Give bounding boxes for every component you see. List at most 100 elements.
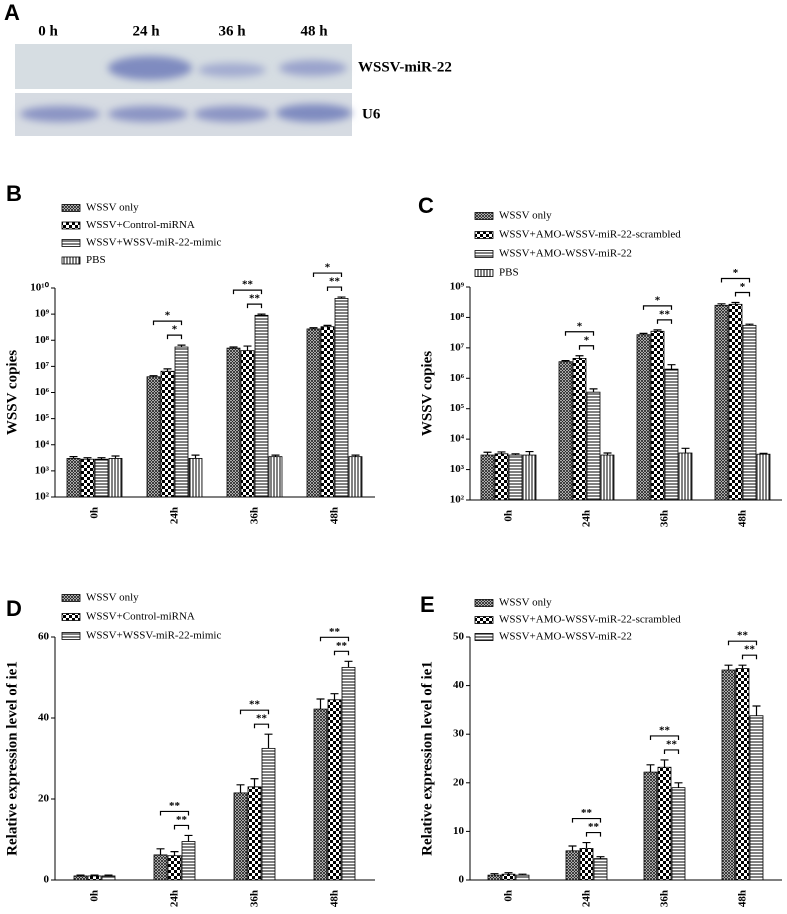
band — [279, 60, 347, 76]
significance-label: ** — [176, 814, 188, 826]
error-bar — [582, 841, 591, 849]
significance-bracket — [578, 345, 595, 350]
panel-label: E — [420, 592, 435, 617]
bar — [650, 330, 665, 501]
bar — [261, 747, 276, 881]
bar — [240, 350, 255, 498]
y-tick-label: 10⁴ — [35, 438, 50, 450]
legend-swatch — [474, 616, 494, 624]
legend-swatch — [474, 633, 494, 641]
bar — [643, 771, 658, 881]
bar — [348, 456, 363, 498]
y-tick-label: 20 — [453, 776, 465, 788]
error-bar — [511, 453, 520, 456]
band — [108, 56, 192, 80]
x-tick-label: 24h — [581, 510, 593, 527]
legend-swatch — [61, 256, 81, 265]
x-tick-label: 0h — [503, 890, 515, 902]
y-tick-label: 40 — [453, 679, 465, 691]
legend-label: WSSV+WSSV-miR-22-mimic — [86, 630, 221, 642]
bar — [320, 326, 335, 498]
bar — [501, 873, 516, 881]
significance-label: ** — [659, 724, 671, 736]
bar — [749, 715, 764, 881]
panel-label: B — [6, 181, 22, 206]
legend-label: PBS — [86, 254, 106, 266]
band — [194, 106, 270, 122]
legend-swatch — [61, 632, 81, 640]
bar — [735, 668, 750, 881]
error-bar — [731, 301, 740, 305]
legend-label: WSSV only — [499, 210, 552, 222]
legend-swatch — [61, 594, 81, 602]
x-tick-label: 0h — [89, 890, 101, 902]
error-bar — [316, 698, 325, 710]
error-bar — [646, 764, 655, 773]
y-tick-label: 50 — [453, 631, 465, 643]
error-bar — [603, 452, 612, 456]
error-bar — [323, 324, 332, 327]
error-bar — [738, 664, 747, 669]
y-tick-label: 0 — [44, 874, 50, 886]
y-tick-label: 10⁷ — [35, 360, 50, 372]
significance-label: * — [740, 281, 746, 293]
error-bar — [163, 368, 172, 372]
significance-label: ** — [737, 630, 749, 642]
bar — [334, 297, 349, 498]
y-tick-label: 10 — [453, 825, 465, 837]
y-tick-label: 10⁷ — [450, 341, 465, 353]
bar — [579, 848, 594, 881]
error-bar — [681, 447, 690, 454]
significance-bracket — [741, 654, 758, 660]
y-tick-label: 40 — [38, 712, 50, 724]
bar — [160, 370, 175, 498]
band — [108, 106, 188, 122]
band — [276, 104, 352, 122]
bar — [233, 792, 248, 881]
significance-bracket — [720, 277, 751, 283]
error-bar — [191, 454, 200, 459]
y-tick-label: 10⁶ — [450, 372, 465, 384]
error-bar — [518, 873, 527, 876]
error-bar — [717, 303, 726, 306]
y-tick-label: 10⁹ — [35, 308, 50, 320]
error-bar — [745, 323, 754, 326]
y-tick-label: 10⁵ — [35, 412, 50, 424]
panel-label: C — [418, 193, 434, 218]
lane-label: 36 h — [218, 23, 246, 39]
legend-swatch — [474, 250, 494, 258]
y-tick-label: 0 — [459, 874, 465, 886]
legend-swatch — [474, 599, 494, 607]
bar — [153, 854, 168, 881]
legend-label: WSSV only — [499, 597, 552, 609]
significance-label: ** — [329, 276, 341, 288]
significance-label: ** — [249, 699, 261, 711]
bar — [558, 361, 573, 501]
significance-bracket — [319, 636, 350, 642]
bar — [73, 875, 88, 881]
panel-a: A 0 h 24 h 36 h 48 h WSSV-miR-22 U6 — [4, 0, 452, 136]
band-label: WSSV-miR-22 — [358, 59, 452, 75]
x-tick-label: 0h — [89, 507, 101, 519]
bar — [565, 850, 580, 881]
bar — [181, 841, 196, 881]
bar — [756, 453, 771, 501]
error-bar — [561, 360, 570, 362]
legend-swatch — [61, 204, 81, 212]
significance-bracket — [152, 320, 183, 326]
bar — [593, 858, 608, 881]
significance-label: ** — [588, 821, 600, 833]
y-tick-label: 30 — [453, 728, 465, 740]
legend-label: WSSV+Control-miRNA — [86, 219, 195, 231]
lane-label: 0 h — [38, 23, 58, 39]
significance-bracket — [326, 286, 343, 292]
y-tick-label: 10⁸ — [35, 334, 50, 346]
y-tick-label: 10⁵ — [450, 402, 465, 414]
bar — [108, 458, 123, 498]
legend-swatch — [61, 239, 81, 247]
significance-bracket — [166, 334, 183, 340]
significance-bracket — [571, 817, 602, 823]
legend-swatch — [61, 221, 81, 230]
legend-label: WSSV+AMO-WSSV-miR-22 — [499, 248, 632, 260]
bar — [480, 454, 495, 501]
